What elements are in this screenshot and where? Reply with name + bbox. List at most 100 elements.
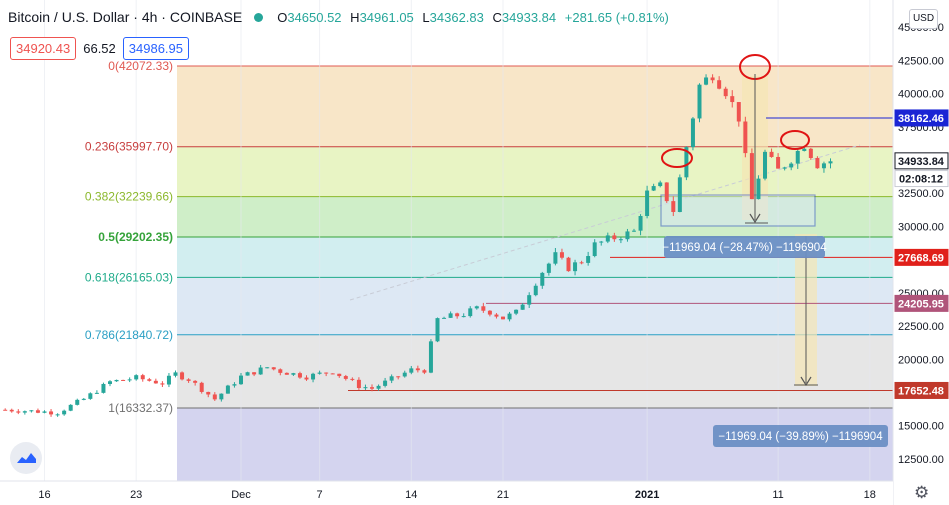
measure-label: −11969.04 (−39.89%) −1196904 [718, 431, 883, 443]
time-tick-label: 2021 [635, 489, 659, 501]
fib-level-label: 0.618(26165.03) [85, 270, 173, 284]
candle-body [501, 316, 505, 320]
candle-body [3, 409, 8, 411]
candle-body [592, 242, 597, 257]
candle-body [304, 377, 309, 380]
candle-body [265, 367, 270, 369]
sell-button[interactable]: 34920.43 [10, 37, 77, 60]
candle-body [651, 186, 656, 191]
price-label: 38162.46 [898, 113, 944, 125]
candle-body [599, 241, 604, 243]
price-label-box [894, 294, 949, 312]
candle-body [546, 263, 551, 273]
fib-level-label: 0(42072.33) [108, 59, 173, 73]
candle-body [487, 310, 492, 315]
candle-body [422, 370, 427, 373]
candle-body [461, 316, 466, 318]
spread-value: 66.52 [83, 41, 116, 56]
candle-body [186, 379, 191, 381]
candle-body [9, 409, 14, 412]
fib-zones [177, 65, 893, 481]
candle-body [658, 182, 663, 187]
fib-zone [177, 334, 893, 408]
candle-body [448, 313, 453, 318]
gear-icon[interactable]: ⚙ [914, 483, 930, 502]
candle-body [94, 392, 99, 394]
candle-body [160, 383, 165, 385]
candle-body [756, 178, 761, 200]
candle-body [199, 382, 204, 392]
candle-body [153, 380, 158, 384]
candle-body [101, 383, 106, 393]
candle-body [704, 77, 709, 85]
candle-body [219, 393, 224, 400]
candle-body [337, 373, 342, 377]
candle-body [455, 313, 460, 317]
ohlc-values: O34650.52 H34961.05 L34362.83 C34933.84 … [277, 10, 674, 25]
price-axis[interactable]: 45000.0042500.0040000.0037500.0032500.00… [892, 0, 949, 505]
candle-body [533, 285, 538, 296]
measure-label: −11969.04 (−28.47%) −1196904 [662, 242, 827, 254]
candle-body [252, 372, 257, 375]
candle-body [127, 379, 132, 381]
spacer [0, 0, 1, 1]
candle-body [684, 147, 689, 178]
fib-zone [177, 146, 893, 197]
time-axis[interactable]: 16 23 Dec 7 14 21 2021 11 18 [0, 480, 893, 505]
time-tick-label: Dec [231, 489, 251, 501]
candle-body [468, 308, 473, 317]
candle-body [540, 272, 545, 286]
candle-body [297, 373, 302, 378]
candle-body [618, 239, 623, 241]
measure-label-box [713, 425, 888, 447]
candle-body [730, 96, 735, 103]
candle-body [409, 368, 414, 373]
candle-body [350, 378, 355, 380]
candle-body [769, 151, 774, 157]
candle-body [671, 201, 676, 212]
candle-body [212, 394, 217, 400]
candle-body [638, 216, 643, 231]
candle-body [376, 385, 381, 389]
candle-body [749, 153, 754, 200]
buy-button[interactable]: 34986.95 [122, 37, 190, 60]
candle-body [140, 375, 145, 380]
price-label: 34933.84 [898, 156, 945, 168]
measure-label-box [664, 236, 825, 258]
fib-level-label: 0.382(32239.66) [85, 190, 173, 204]
candle-body [278, 369, 283, 373]
candle-body [612, 235, 617, 240]
close-label: C [492, 9, 502, 25]
price-tick-label: 22500.00 [898, 321, 944, 333]
candle-body [245, 372, 250, 376]
range-box [660, 194, 816, 227]
candle-body [782, 167, 787, 169]
candle-body [356, 379, 361, 389]
candle-body [16, 411, 21, 413]
candle-body [579, 262, 584, 264]
price-label-box [894, 248, 949, 266]
fib-level-label: 0.786(21840.72) [85, 328, 173, 342]
candle-body [789, 163, 794, 168]
fib-level-label: 0.236(35997.70) [85, 140, 173, 154]
price-tick-label: 40000.00 [898, 89, 944, 101]
symbol-title[interactable]: Bitcoin / U.S. Dollar · 4h · COINBASE [8, 9, 243, 25]
price-tick-label: 30000.00 [898, 221, 944, 233]
candle-body [710, 77, 715, 81]
currency-button[interactable]: USD [909, 9, 938, 29]
time-tick-label: 11 [772, 489, 783, 501]
candle-body [239, 375, 243, 385]
close-value: 34933.84 [501, 9, 557, 25]
candle-body [232, 384, 237, 386]
candle-body [42, 411, 47, 413]
time-axis-bg [0, 481, 893, 505]
candle-body [815, 158, 820, 169]
open-value: 34650.52 [287, 9, 342, 25]
low-value: 34362.83 [429, 9, 484, 25]
candle-body [736, 102, 741, 122]
candle-body [121, 379, 126, 381]
candle-body [29, 410, 34, 412]
tradingview-logo-icon[interactable] [10, 442, 42, 474]
candle-body [821, 163, 826, 169]
